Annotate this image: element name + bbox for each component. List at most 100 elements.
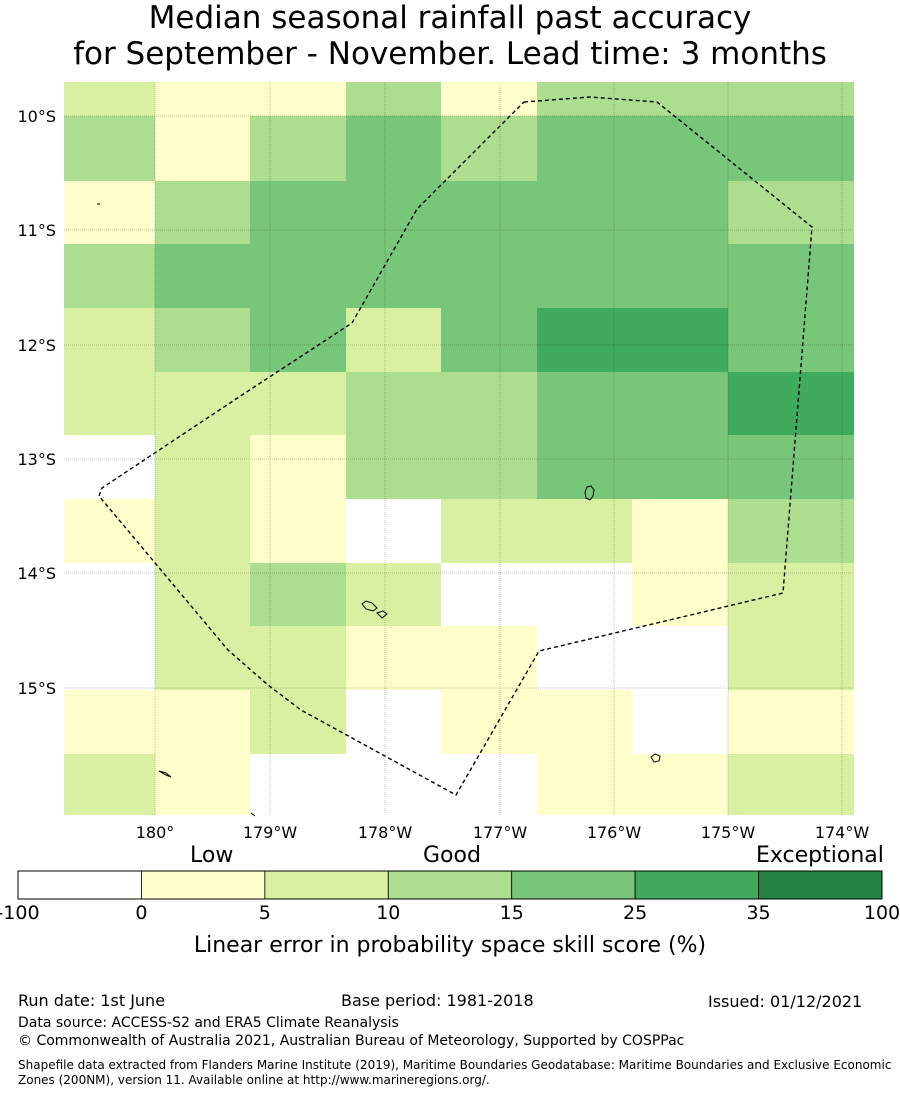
grid-cell [728,563,854,626]
grid-cell [537,116,632,181]
grid-cell [632,372,728,435]
grid-cell [346,372,441,435]
island-futuna [158,770,172,778]
grid-cell [64,754,155,815]
copyright: © Commonwealth of Australia 2021, Austra… [18,1033,685,1049]
grid-cell [346,563,441,626]
latitude-tick-labels: 10°S 11°S 12°S 13°S 14°S 15°S [17,107,56,698]
grid-cell [728,116,854,181]
grid-cell [155,690,250,754]
grid-cell [346,308,441,372]
grid-cell [441,308,537,372]
grid-cell [155,435,250,499]
lat-tick-label: 15°S [17,679,56,698]
grid-cell [537,690,632,754]
grid-cell [64,435,155,499]
grid-cell [632,181,728,244]
grid-cell [346,499,441,563]
grid-cell [155,116,250,181]
grid-cell [250,626,346,690]
grid-cell [64,181,155,244]
grid-cell [250,435,346,499]
grid-cell [441,116,537,181]
grid-cell [250,116,346,181]
grid-cell [250,244,346,308]
grid-cell [728,82,854,116]
grid-cell [537,563,632,626]
lon-tick-label: 176°W [587,823,642,842]
colorbar-segment [264,870,389,900]
grid-cell [346,435,441,499]
grid-cell [155,626,250,690]
grid-cell [728,690,854,754]
grid-cell [64,372,155,435]
colorbar-segment [634,870,759,900]
island-upolu [376,610,388,619]
grid-cell [346,690,441,754]
colorbar-category-good: Good [423,843,481,868]
grid-cell [441,754,537,815]
grid-cell [537,308,632,372]
grid-cell [250,82,346,116]
grid-cell [728,181,854,244]
lat-tick-label: 10°S [17,107,56,126]
map-title-line-1: Median seasonal rainfall past accuracy [148,0,752,36]
grid-cell [728,499,854,563]
grid-cell [537,372,632,435]
colorbar-tick-label: 100 [863,902,900,924]
grid-cell [250,690,346,754]
grid-cell [155,499,250,563]
grid-cell [346,82,441,116]
grid-cell [728,308,854,372]
grid-cell [155,563,250,626]
grid-cell [155,82,250,116]
colorbar-tick-label: 35 [746,902,771,924]
lon-tick-label: 174°W [815,823,870,842]
grid-cell [632,626,728,690]
grid-cell [250,181,346,244]
colorbar-tick-label: 5 [258,902,271,924]
colorbar-label: Linear error in probability space skill … [193,933,707,958]
grid-cell [346,754,441,815]
grid-cell [64,308,155,372]
colorbar-segment [17,870,142,900]
grid-cell [155,308,250,372]
grid-cell [728,626,854,690]
grid-cell [632,116,728,181]
eez-boundary [98,96,813,796]
colorbar-tick-label: -100 [0,902,40,924]
colorbar-segment [387,870,513,900]
grid-cell [632,690,728,754]
grid-cell [728,754,854,815]
grid-cell [64,690,155,754]
grid-cell [155,754,250,815]
lon-tick-label: 180° [136,823,175,842]
grid-cell [632,563,728,626]
grid-cell [155,372,250,435]
grid-cell [537,499,632,563]
grid-cell [632,308,728,372]
colorbar-category-low: Low [190,843,234,868]
grid-cell [441,626,537,690]
grid-cell [346,626,441,690]
grid-cell [250,308,346,372]
grid-cell [64,116,155,181]
grid-cell [728,244,854,308]
grid-cell [250,372,346,435]
grid-cell [441,372,537,435]
grid-cell [250,754,346,815]
grid-cell [64,499,155,563]
map-title-line-2: for September - November. Lead time: 3 m… [73,36,827,72]
grid-cell [632,435,728,499]
lat-tick-label: 12°S [17,336,56,355]
graticule [64,82,854,815]
grid-cell [632,244,728,308]
island-edge [250,812,256,817]
colorbar-segment [511,870,636,900]
grid-cell [728,435,854,499]
base-period: Base period: 1981-2018 [341,991,534,1010]
grid-cell [441,435,537,499]
grid-cell [64,626,155,690]
grid-cell [64,563,155,626]
grid-cell [537,626,632,690]
